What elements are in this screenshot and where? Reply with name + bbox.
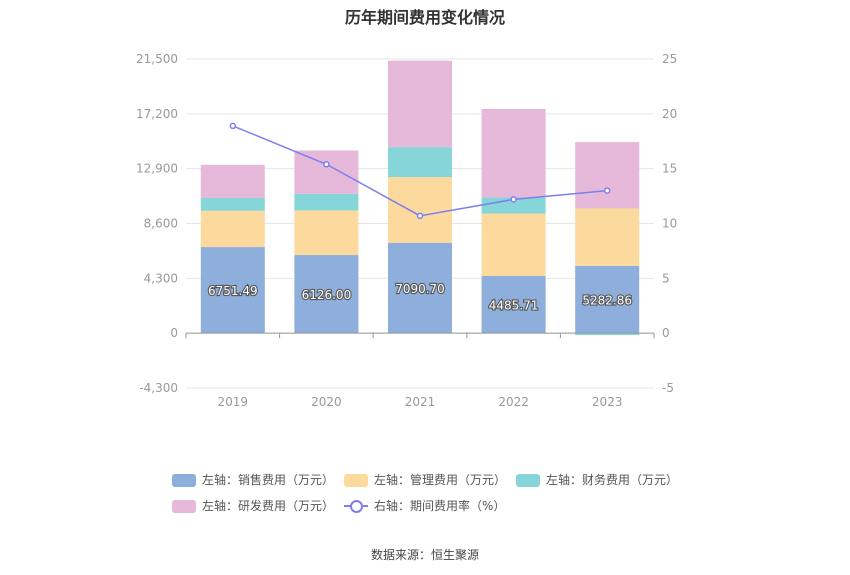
right-axis-tick-label: 25 <box>662 52 677 66</box>
rate-point <box>510 196 517 203</box>
legend-swatch <box>172 500 196 513</box>
bar-sales <box>294 255 359 334</box>
bar-finance <box>200 197 265 211</box>
bar-data-label: 4485.71 <box>489 299 539 313</box>
bar-data-label: 6751.49 <box>208 284 258 298</box>
bar-rnd <box>388 60 452 148</box>
bar-data-label: 7090.70 <box>395 282 445 296</box>
bar-rnd <box>294 150 359 194</box>
left-axis-tick-label: -4,300 <box>139 381 178 395</box>
chart-title: 历年期间费用变化情况 <box>344 8 505 27</box>
legend-label: 左轴：销售费用（万元） <box>202 473 335 487</box>
rate-point <box>416 212 424 220</box>
bar-sales <box>481 275 546 334</box>
right-axis-tick-label: 20 <box>662 107 677 121</box>
left-axis-tick-label: 4,300 <box>144 271 178 285</box>
x-axis-category-label: 2020 <box>311 395 342 409</box>
bar-finance <box>575 333 640 336</box>
left-axis-tick-label: 21,500 <box>136 52 178 66</box>
bar-sales <box>200 247 265 334</box>
bar-finance <box>388 147 452 178</box>
legend-swatch <box>344 474 368 487</box>
legend-label: 左轴：研发费用（万元） <box>202 499 335 513</box>
bar-finance <box>294 193 359 211</box>
legend-label: 左轴：管理费用（万元） <box>374 473 507 487</box>
legend-circle-marker <box>350 500 363 513</box>
left-axis-tick-label: 8,600 <box>144 217 178 231</box>
plot-area: -4,300 0 4,300 8,600 12,900 17,200 21,500 -5 0 5 1… <box>136 52 677 409</box>
rate-point <box>323 161 330 168</box>
bar-data-label: 6126.00 <box>302 288 352 302</box>
legend-label: 左轴：财务费用（万元） <box>546 473 679 487</box>
bar-admin <box>388 177 452 243</box>
bar-rnd <box>575 142 640 209</box>
legend-swatch <box>516 474 540 487</box>
legend-swatch <box>172 474 196 487</box>
left-axis-tick-label: 17,200 <box>136 107 178 121</box>
left-axis-tick-label: 0 <box>170 326 178 340</box>
left-axis-tick-label: 12,900 <box>136 162 178 176</box>
x-axis-category-label: 2023 <box>592 395 623 409</box>
x-axis-category-label: 2022 <box>498 395 529 409</box>
bar-rnd <box>200 164 265 198</box>
x-axis-category-label: 2021 <box>405 395 436 409</box>
bar-sales <box>575 265 640 334</box>
rate-point <box>603 187 611 194</box>
bar-data-label: 5282.86 <box>582 293 632 307</box>
bar-admin <box>481 213 546 276</box>
right-axis-tick-label: 5 <box>662 271 670 285</box>
x-axis-category-label: 2019 <box>218 395 249 409</box>
right-axis-tick-label: 0 <box>662 326 670 340</box>
right-axis-tick-label: -5 <box>662 381 674 395</box>
data-source-note: 数据来源：恒生聚源 <box>370 548 479 562</box>
right-axis-tick-label: 15 <box>662 162 677 176</box>
bar-admin <box>294 210 359 256</box>
right-axis-tick-label: 10 <box>662 217 677 231</box>
legend-label: 右轴：期间费用率（%） <box>374 499 506 513</box>
rate-point <box>229 122 237 130</box>
bar-sales <box>388 242 452 334</box>
bar-admin <box>575 208 640 266</box>
bar-rnd <box>481 108 546 198</box>
bar-admin <box>200 210 265 248</box>
